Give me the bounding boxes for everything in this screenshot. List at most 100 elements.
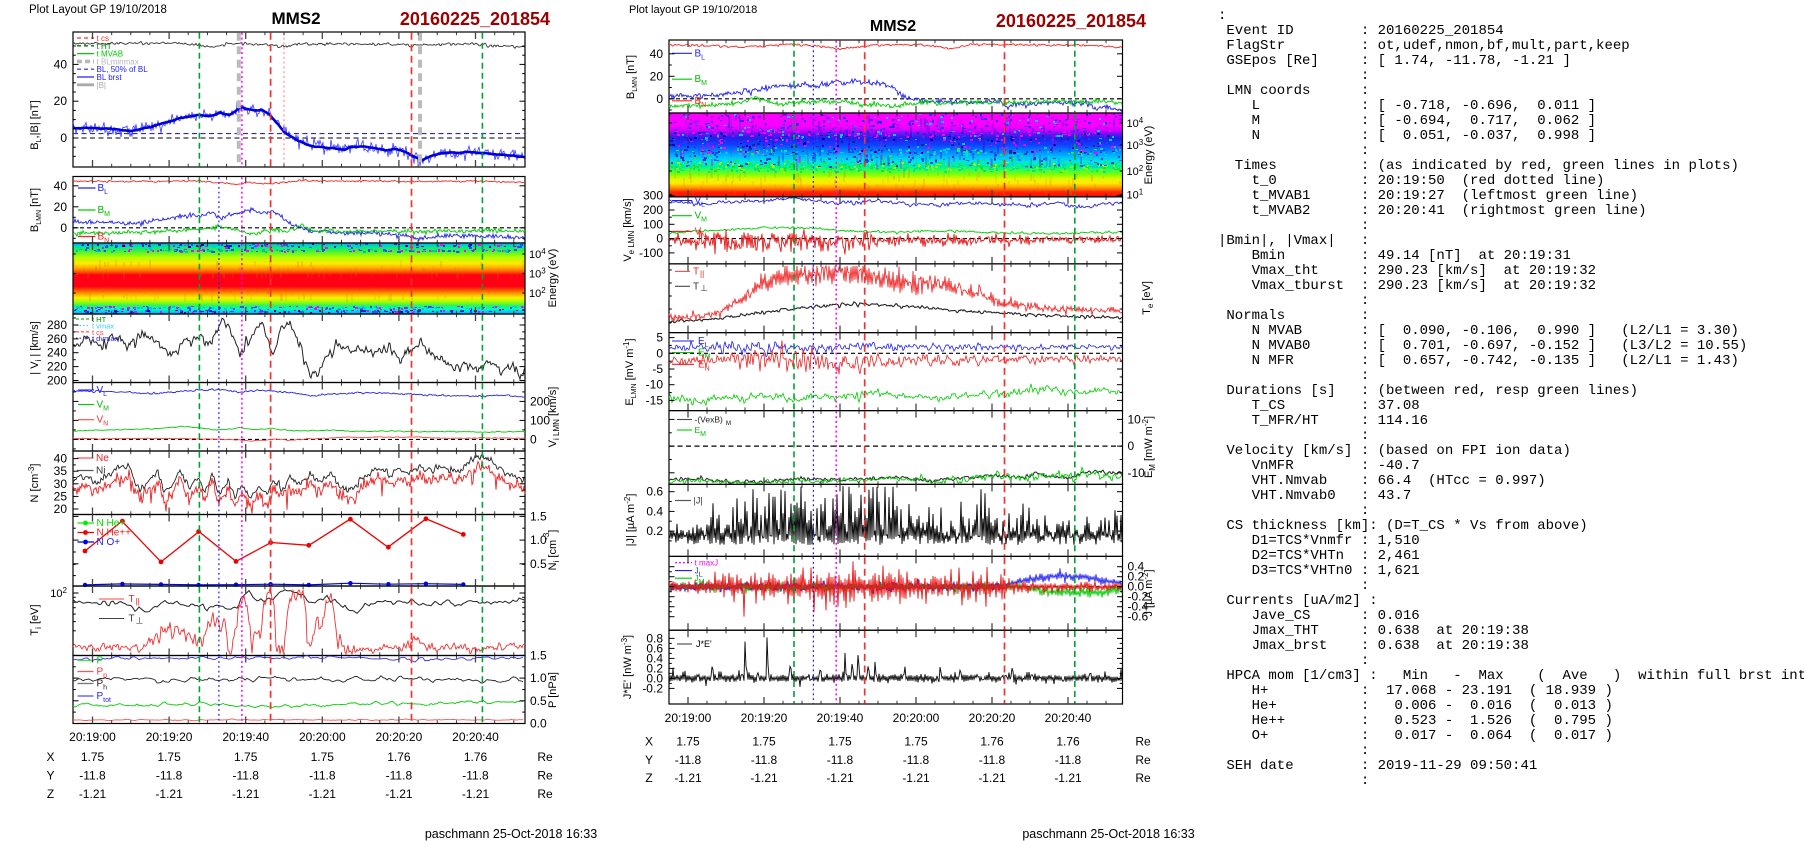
- svg-text:20:19:40: 20:19:40: [817, 711, 864, 725]
- svg-text:VL: VL: [97, 385, 108, 398]
- svg-text:ELMN [mV m-1]: ELMN [mV m-1]: [622, 338, 638, 405]
- svg-text:N He++: N He++: [97, 528, 132, 539]
- svg-text:260: 260: [47, 332, 67, 346]
- svg-text:paschmann 25-Oct-2018 16:33: paschmann 25-Oct-2018 16:33: [425, 827, 597, 841]
- svg-text:-100: -100: [639, 246, 663, 260]
- svg-text:300: 300: [643, 189, 663, 203]
- svg-text:20:19:00: 20:19:00: [69, 730, 116, 744]
- svg-text:103: 103: [1127, 138, 1144, 152]
- svg-text:-11.8: -11.8: [462, 769, 489, 783]
- svg-text:1.76: 1.76: [464, 750, 488, 764]
- svg-text:BL brst: BL brst: [97, 73, 123, 82]
- svg-text:Te [eV]: Te [eV]: [1141, 281, 1155, 315]
- svg-text:Y: Y: [46, 769, 54, 783]
- svg-text:⊥: ⊥: [700, 283, 708, 293]
- svg-text:EM [mW m-2]: EM [mW m-2]: [1141, 416, 1157, 478]
- svg-text:1.76: 1.76: [387, 750, 411, 764]
- svg-text:| Vi | [km/s]: | Vi | [km/s]: [29, 321, 43, 374]
- svg-text:0: 0: [656, 92, 663, 106]
- svg-text:20: 20: [54, 502, 68, 516]
- svg-text:0.0: 0.0: [530, 717, 547, 731]
- svg-text:102: 102: [50, 586, 67, 600]
- svg-text:-11.8: -11.8: [827, 753, 854, 767]
- svg-text:EL: EL: [698, 336, 709, 349]
- svg-text:0.0: 0.0: [646, 671, 663, 685]
- svg-text:0.2: 0.2: [646, 524, 663, 538]
- svg-text:20:19:20: 20:19:20: [146, 730, 193, 744]
- svg-text:||: ||: [700, 270, 704, 279]
- svg-text:20:19:20: 20:19:20: [741, 711, 788, 725]
- svg-text:t vmax: t vmax: [92, 322, 114, 331]
- svg-text:100: 100: [530, 413, 550, 427]
- svg-text:-0.2: -0.2: [642, 681, 663, 695]
- svg-text:-11.8: -11.8: [386, 769, 413, 783]
- svg-text:-15: -15: [646, 393, 664, 407]
- svg-text:20: 20: [54, 94, 68, 108]
- svg-text:-1.21: -1.21: [232, 787, 260, 801]
- svg-text:VN: VN: [695, 226, 707, 239]
- svg-text:Ph: Ph: [97, 679, 108, 692]
- svg-text:JL: JL: [695, 567, 703, 579]
- svg-text:||: ||: [136, 597, 140, 606]
- svg-text:VM: VM: [695, 211, 708, 224]
- svg-text:BLMN [nT]: BLMN [nT]: [29, 188, 43, 232]
- svg-text:-0.6: -0.6: [1128, 610, 1149, 624]
- svg-text:⊥: ⊥: [136, 616, 144, 626]
- svg-text:20:20:20: 20:20:20: [969, 711, 1016, 725]
- svg-text:Pp: Pp: [97, 667, 108, 680]
- svg-text:103: 103: [529, 267, 546, 281]
- svg-text:0: 0: [60, 221, 67, 235]
- svg-text:20160225_201854: 20160225_201854: [400, 9, 550, 29]
- svg-text:1.75: 1.75: [311, 750, 335, 764]
- svg-text:-1.21: -1.21: [826, 771, 854, 785]
- svg-text:20: 20: [54, 200, 68, 214]
- svg-text:104: 104: [1127, 116, 1144, 130]
- svg-text:t BLminmax: t BLminmax: [97, 57, 139, 66]
- svg-text:-11.8: -11.8: [675, 753, 702, 767]
- svg-text:Z: Z: [47, 787, 54, 801]
- svg-text:-1.21: -1.21: [750, 771, 778, 785]
- svg-text:BM: BM: [695, 74, 708, 87]
- svg-text:-11.8: -11.8: [903, 753, 930, 767]
- svg-text:Energy (eV): Energy (eV): [547, 249, 559, 308]
- svg-text:1.5: 1.5: [530, 509, 547, 523]
- svg-text:20160225_201854: 20160225_201854: [996, 11, 1146, 31]
- svg-text:J*E' [nW m-3]: J*E' [nW m-3]: [620, 635, 634, 699]
- svg-text:0.6: 0.6: [646, 641, 663, 655]
- svg-text:-1.21: -1.21: [462, 787, 490, 801]
- svg-text:20:20:40: 20:20:40: [452, 730, 499, 744]
- svg-text:t maxJ: t maxJ: [695, 559, 719, 568]
- svg-text:-(VexB): -(VexB): [695, 415, 724, 425]
- svg-text:Re: Re: [537, 750, 553, 764]
- svg-text:BL, 50% of BL: BL, 50% of BL: [97, 65, 149, 74]
- svg-text:101: 101: [1127, 188, 1144, 202]
- svg-text:-10: -10: [646, 378, 664, 392]
- svg-text:280: 280: [47, 318, 67, 332]
- svg-text:T: T: [693, 281, 699, 292]
- svg-text:VM: VM: [97, 400, 110, 413]
- svg-text:102: 102: [529, 286, 546, 300]
- svg-text:MMS2: MMS2: [870, 18, 916, 35]
- svg-text:J [µA m-2]: J [µA m-2]: [1141, 569, 1155, 616]
- svg-text:-11.8: -11.8: [232, 769, 259, 783]
- svg-text:104: 104: [529, 247, 546, 261]
- svg-text:M: M: [726, 421, 731, 427]
- svg-text:-0.4: -0.4: [1128, 600, 1149, 614]
- svg-text:0.0: 0.0: [1128, 580, 1145, 594]
- svg-text:Re: Re: [537, 787, 553, 801]
- svg-text:-1.21: -1.21: [902, 771, 930, 785]
- svg-text:t HT: t HT: [97, 42, 112, 51]
- svg-text:240: 240: [47, 346, 67, 360]
- svg-text:JM: JM: [695, 574, 705, 586]
- svg-text:0.4: 0.4: [646, 651, 663, 665]
- svg-text:Plot layout GP 19/10/2018: Plot layout GP 19/10/2018: [629, 4, 757, 16]
- svg-text:20: 20: [650, 69, 664, 83]
- svg-text:-1.21: -1.21: [978, 771, 1006, 785]
- svg-text:20:19:00: 20:19:00: [665, 711, 712, 725]
- svg-text:1.75: 1.75: [904, 735, 928, 749]
- svg-text:1.0: 1.0: [530, 533, 547, 547]
- svg-text:0.8: 0.8: [646, 631, 663, 645]
- svg-text:Ti [eV]: Ti [eV]: [29, 604, 43, 635]
- svg-text:0.2: 0.2: [646, 661, 663, 675]
- svg-text:0.5: 0.5: [530, 694, 547, 708]
